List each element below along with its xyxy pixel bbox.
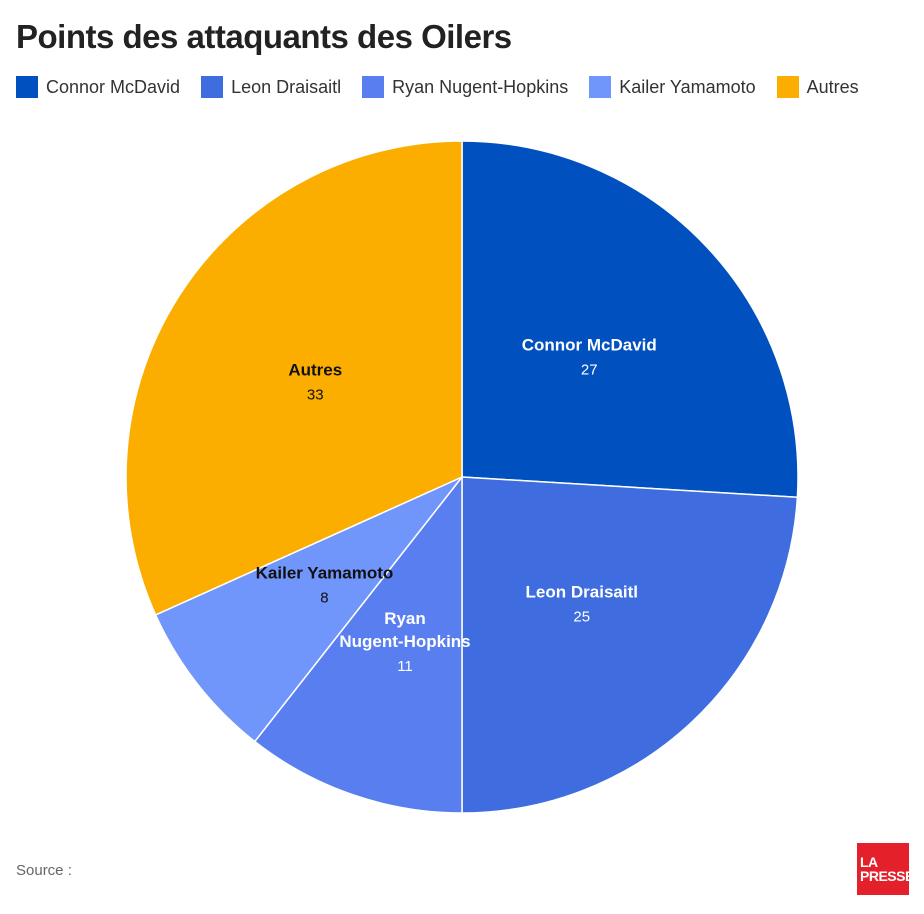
slice-label: Autres — [288, 361, 342, 380]
slice-value: 8 — [320, 589, 328, 606]
legend-swatch — [201, 76, 224, 98]
slice-value: 27 — [581, 362, 598, 379]
legend-swatch — [589, 76, 612, 98]
slice-label: Ryan — [384, 609, 426, 628]
legend-label: Connor McDavid — [46, 76, 181, 97]
chart-title: Points des attaquants des Oilers — [16, 18, 512, 55]
slice-label: Kailer Yamamoto — [256, 563, 394, 582]
legend-label: Ryan Nugent-Hopkins — [392, 76, 569, 97]
slice-value: 33 — [307, 387, 324, 404]
logo-line-1: LA — [860, 854, 878, 870]
slice-label: Leon Draisaitl — [526, 583, 638, 602]
legend-swatch — [16, 76, 38, 98]
slice-label: Connor McDavid — [522, 336, 657, 355]
pie-slice-1 — [461, 476, 799, 814]
logo-line-2: PRESSE — [860, 868, 914, 884]
slice-value: 25 — [573, 609, 590, 626]
legend-item-3: Kailer Yamamoto — [589, 76, 756, 98]
chart-legend: Connor McDavid Leon Draisaitl Ryan Nugent-… — [16, 76, 880, 98]
legend-label: Leon Draisaitl — [231, 76, 342, 97]
pie-slice-2 — [253, 474, 463, 814]
legend-item-4: Autres — [776, 76, 859, 98]
legend-label: Kailer Yamamoto — [619, 76, 756, 97]
pie-slice-4 — [125, 140, 463, 616]
legend-item-1: Leon Draisaitl — [201, 76, 341, 98]
pie-slice-3 — [154, 476, 463, 743]
source-label: Source : — [16, 862, 72, 879]
la-presse-logo: LA PRESSE — [857, 843, 914, 895]
legend-item-2: Ryan Nugent-Hopkins — [362, 76, 568, 98]
legend-label: Autres — [806, 76, 859, 97]
slice-label: Nugent-Hopkins — [339, 632, 470, 651]
legend-swatch — [776, 76, 799, 98]
legend-swatch — [362, 76, 385, 98]
legend-item-0: Connor McDavid — [16, 76, 180, 98]
slice-value: 11 — [397, 658, 413, 675]
pie-slice-0 — [461, 140, 799, 499]
